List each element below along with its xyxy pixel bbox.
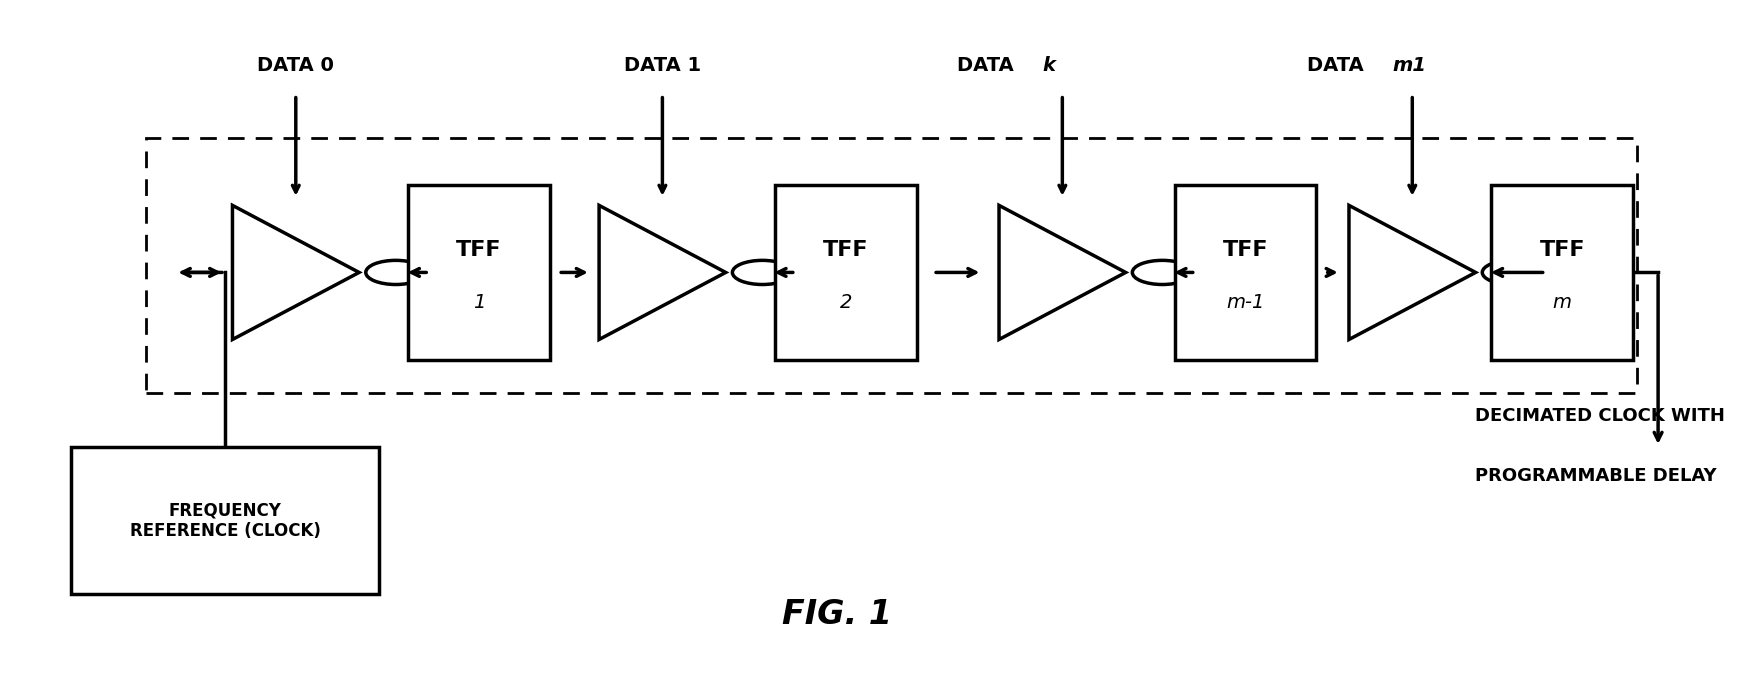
Text: DATA 1: DATA 1	[624, 56, 700, 75]
Text: 2: 2	[840, 293, 852, 312]
Text: m-1: m-1	[1226, 293, 1265, 312]
Text: DATA 0: DATA 0	[258, 56, 333, 75]
Text: DATA: DATA	[1307, 56, 1371, 75]
Text: TFF: TFF	[824, 240, 868, 260]
FancyBboxPatch shape	[1491, 185, 1633, 360]
Text: k: k	[1043, 56, 1055, 75]
Text: PROGRAMMABLE DELAY: PROGRAMMABLE DELAY	[1475, 467, 1716, 485]
FancyBboxPatch shape	[407, 185, 550, 360]
Text: m: m	[1552, 293, 1572, 312]
Text: TFF: TFF	[1540, 240, 1586, 260]
FancyBboxPatch shape	[774, 185, 917, 360]
Text: DATA: DATA	[958, 56, 1021, 75]
FancyBboxPatch shape	[1175, 185, 1316, 360]
Text: DECIMATED CLOCK WITH: DECIMATED CLOCK WITH	[1475, 407, 1725, 424]
Text: FIG. 1: FIG. 1	[783, 598, 893, 631]
Text: m1: m1	[1392, 56, 1427, 75]
Text: TFF: TFF	[1222, 240, 1268, 260]
Text: 1: 1	[473, 293, 485, 312]
Text: FREQUENCY
REFERENCE (CLOCK): FREQUENCY REFERENCE (CLOCK)	[129, 501, 321, 540]
Text: TFF: TFF	[457, 240, 501, 260]
FancyBboxPatch shape	[71, 447, 379, 594]
